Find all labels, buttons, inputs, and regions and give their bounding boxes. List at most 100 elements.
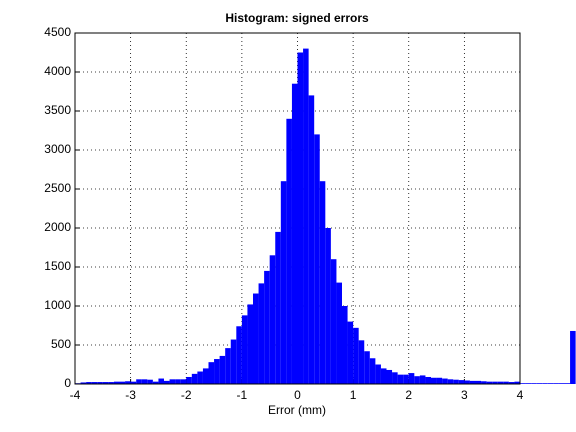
bar	[208, 362, 215, 384]
y-tick-label: 1000	[44, 298, 71, 312]
bar	[314, 134, 320, 384]
bar	[492, 381, 498, 384]
y-tick-label: 1500	[44, 259, 71, 273]
bar	[164, 380, 170, 384]
bar	[453, 379, 459, 384]
bar	[486, 381, 493, 384]
x-tick-label: 2	[405, 388, 412, 402]
bar	[481, 381, 487, 384]
bar	[325, 228, 331, 384]
bar	[86, 382, 92, 384]
bar	[303, 48, 309, 384]
bar	[431, 377, 437, 384]
bar	[125, 381, 131, 384]
bar	[186, 376, 192, 384]
x-tick-label: -4	[70, 388, 81, 402]
y-tick-label: 0	[64, 376, 71, 390]
bar	[503, 381, 509, 384]
bar	[147, 379, 153, 384]
bar	[531, 383, 537, 384]
bar	[80, 382, 87, 384]
bar	[419, 375, 426, 384]
bar	[436, 377, 443, 384]
x-tick-label: -2	[181, 388, 192, 402]
bar	[458, 380, 465, 384]
bar	[536, 383, 543, 384]
bar	[191, 373, 198, 384]
bar	[475, 380, 482, 384]
bar	[330, 259, 337, 384]
bar	[336, 282, 342, 384]
x-tick-label: 0	[294, 388, 301, 402]
bar	[175, 379, 181, 384]
bar	[258, 283, 265, 384]
bar	[280, 181, 287, 384]
bar	[197, 371, 203, 384]
bar	[236, 326, 242, 384]
bar	[136, 379, 142, 384]
bar	[169, 379, 176, 384]
bar	[514, 381, 520, 384]
bar	[447, 379, 454, 384]
bar	[520, 383, 526, 384]
bar	[397, 374, 404, 384]
bar	[130, 381, 137, 384]
bar	[425, 376, 431, 384]
bar	[225, 348, 231, 384]
bar	[408, 373, 415, 384]
bar	[297, 52, 304, 384]
bar	[308, 95, 315, 385]
bar	[464, 380, 470, 384]
bar	[319, 181, 326, 384]
bar	[542, 383, 548, 384]
chart-title: Histogram: signed errors	[225, 11, 369, 25]
y-tick-label: 2500	[44, 181, 71, 195]
y-tick-label: 2000	[44, 220, 71, 234]
x-axis-label: Error (mm)	[268, 403, 326, 417]
axes-box	[74, 32, 521, 385]
bar	[269, 255, 276, 384]
bar	[497, 381, 504, 384]
bar	[380, 368, 387, 384]
bar	[364, 351, 370, 384]
bar	[102, 382, 109, 384]
bar	[392, 372, 398, 384]
bar	[358, 340, 365, 384]
bar	[547, 383, 554, 384]
bar	[119, 381, 126, 384]
bar	[219, 355, 226, 384]
bar	[241, 315, 248, 384]
x-tick-label: -1	[237, 388, 248, 402]
bar	[414, 376, 420, 384]
bar	[369, 358, 376, 384]
x-tick-label: 1	[350, 388, 357, 402]
bar	[152, 381, 159, 384]
bar	[553, 383, 559, 384]
y-tick-label: 500	[51, 337, 71, 351]
x-tick-label: 4	[517, 388, 524, 402]
bar	[442, 378, 448, 384]
bar	[508, 382, 515, 384]
bar	[353, 327, 359, 384]
x-tick-label: 3	[461, 388, 468, 402]
bar	[564, 383, 571, 384]
bar	[275, 231, 281, 384]
bar	[141, 379, 148, 384]
x-tick-label: -3	[125, 388, 136, 402]
bar	[91, 382, 98, 384]
y-tick-label: 4000	[44, 64, 71, 78]
bar	[253, 293, 259, 384]
bar	[469, 380, 476, 384]
bar	[525, 383, 532, 384]
bar	[264, 270, 270, 384]
bar	[247, 304, 253, 384]
y-tick-label: 3500	[44, 103, 71, 117]
bar	[214, 359, 220, 384]
bar	[558, 383, 565, 384]
bar	[347, 321, 354, 384]
y-tick-label: 3000	[44, 142, 71, 156]
bar	[375, 364, 381, 384]
bar	[230, 339, 237, 384]
bar	[570, 330, 576, 384]
